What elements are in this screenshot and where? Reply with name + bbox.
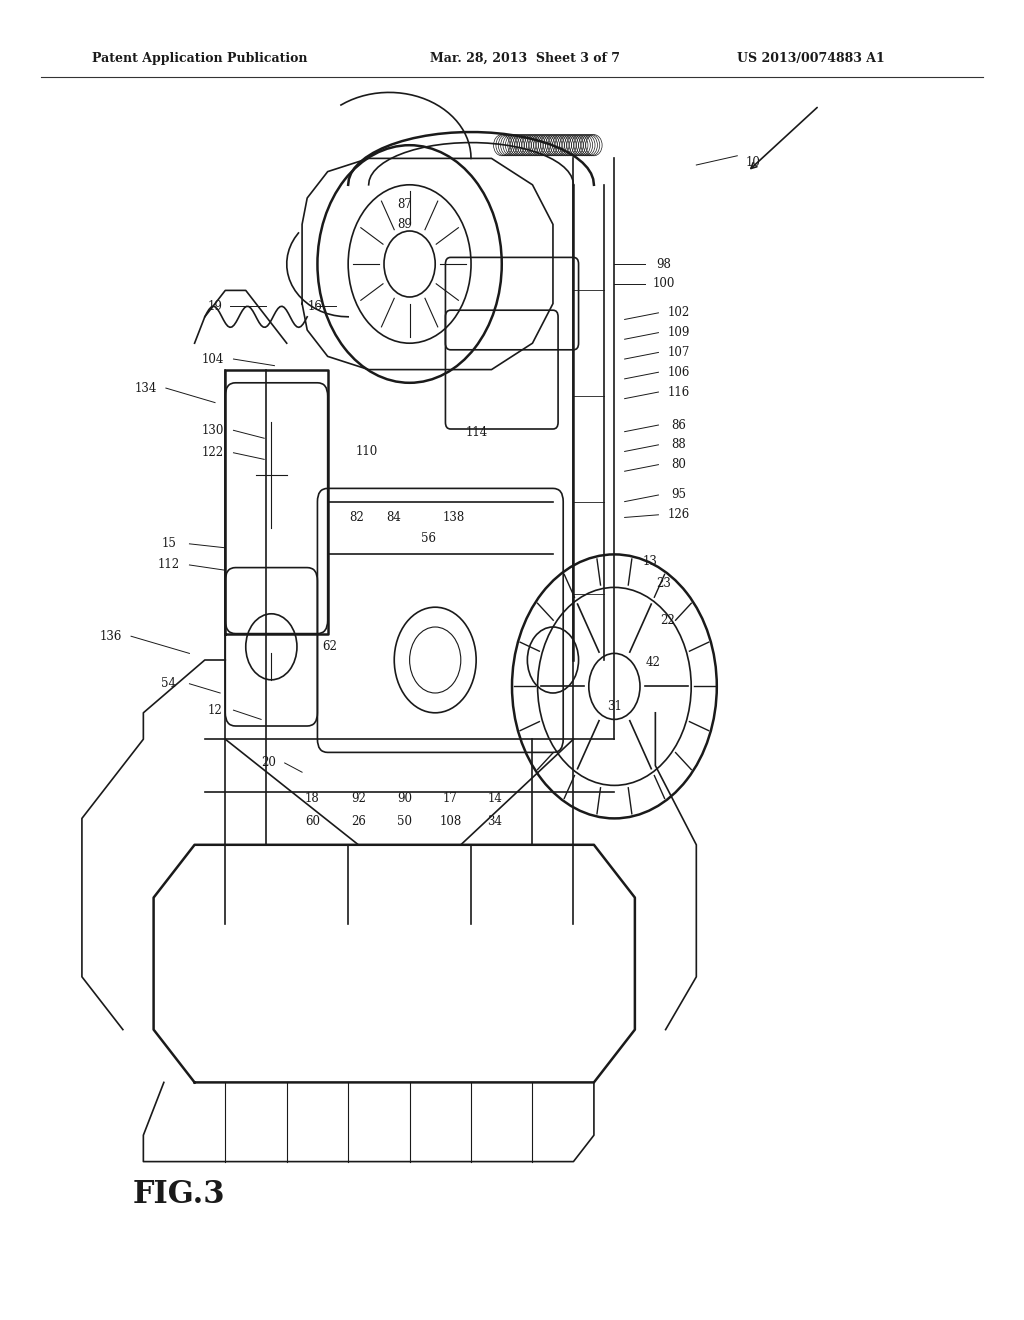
Text: 54: 54 [162,677,176,690]
Text: 34: 34 [487,814,502,828]
Text: 87: 87 [397,198,412,211]
Text: 50: 50 [397,814,412,828]
Text: 112: 112 [158,558,180,572]
Text: 89: 89 [397,218,412,231]
Text: 100: 100 [652,277,675,290]
Text: 22: 22 [660,614,675,627]
Text: 95: 95 [672,488,686,502]
Text: 26: 26 [351,814,366,828]
Text: 134: 134 [134,381,157,395]
Text: 15: 15 [162,537,176,550]
Text: 13: 13 [643,554,657,568]
Text: 62: 62 [323,640,337,653]
Text: 42: 42 [646,656,660,669]
Text: Patent Application Publication: Patent Application Publication [92,51,307,65]
Text: 106: 106 [668,366,690,379]
Text: 110: 110 [355,445,378,458]
Text: 122: 122 [202,446,224,459]
Text: 10: 10 [745,156,760,169]
Text: 126: 126 [668,508,690,521]
Text: 90: 90 [397,792,412,805]
Text: 130: 130 [202,424,224,437]
Text: 107: 107 [668,346,690,359]
Text: 80: 80 [672,458,686,471]
Text: 18: 18 [305,792,319,805]
Text: 82: 82 [349,511,364,524]
Text: 14: 14 [487,792,502,805]
Text: 86: 86 [672,418,686,432]
Text: 88: 88 [672,438,686,451]
Text: 92: 92 [351,792,366,805]
Text: 84: 84 [386,511,400,524]
Text: 104: 104 [202,352,224,366]
Text: 136: 136 [99,630,122,643]
Text: 114: 114 [466,426,488,440]
Text: 23: 23 [656,577,671,590]
Text: 109: 109 [668,326,690,339]
Text: 19: 19 [208,300,222,313]
Text: 12: 12 [208,704,222,717]
Text: 102: 102 [668,306,690,319]
Text: 16: 16 [308,300,323,313]
Text: 17: 17 [443,792,458,805]
Text: 31: 31 [607,700,622,713]
Text: 108: 108 [439,814,462,828]
Text: 56: 56 [421,532,435,545]
Text: 138: 138 [442,511,465,524]
Text: FIG.3: FIG.3 [133,1179,225,1210]
Text: US 2013/0074883 A1: US 2013/0074883 A1 [737,51,885,65]
Text: 60: 60 [305,814,319,828]
Text: Mar. 28, 2013  Sheet 3 of 7: Mar. 28, 2013 Sheet 3 of 7 [430,51,621,65]
Text: 20: 20 [261,756,275,770]
Text: 98: 98 [656,257,671,271]
Text: 116: 116 [668,385,690,399]
